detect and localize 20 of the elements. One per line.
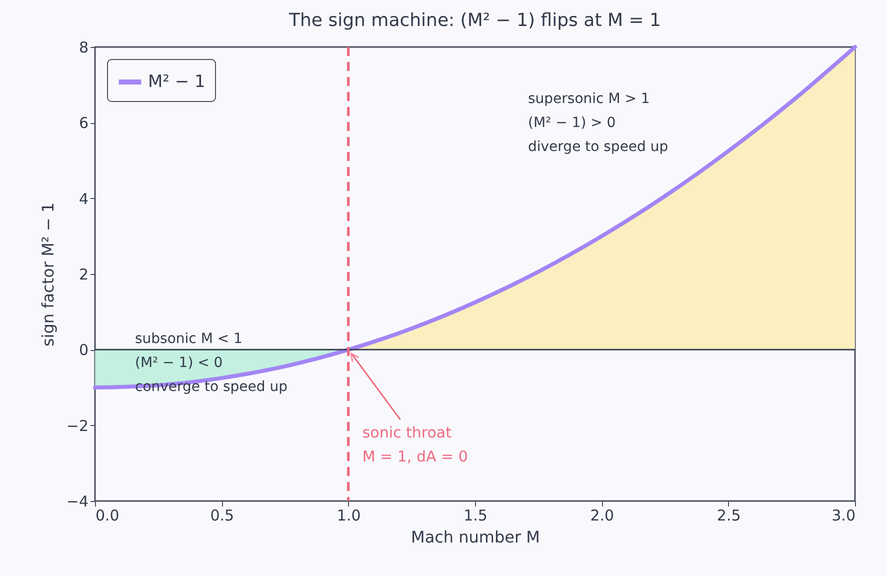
y-tick-label: −2 [66, 416, 88, 435]
annotation: sonic throat M = 1, dA = 0 [362, 424, 468, 466]
x-tick-label: 3.0 [832, 506, 856, 524]
x-tick-label: 1.0 [336, 506, 361, 524]
y-tick-label: −4 [66, 492, 88, 510]
x-tick-label: 2.5 [716, 506, 741, 524]
chart-title: The sign machine: (M² − 1) flips at M = 1 [288, 10, 661, 31]
x-tick-label: 1.5 [464, 506, 488, 524]
y-tick-label: 0 [78, 341, 88, 360]
x-tick-label: 0.0 [96, 506, 120, 524]
y-axis-title: sign factor M² − 1 [38, 202, 58, 347]
y-tick-label: 6 [78, 114, 88, 132]
y-tick-label: 2 [78, 266, 88, 284]
y-tick-label: 4 [78, 190, 88, 208]
y-tick-label: 8 [78, 38, 88, 56]
x-axis-title: Mach number M [411, 528, 540, 546]
annotation: supersonic M > 1 (M² − 1) > 0 diverge to speed up [528, 91, 668, 155]
x-tick-label: 0.5 [210, 506, 234, 524]
x-tick-label: 2.0 [590, 506, 614, 524]
legend-label: M² − 1 [148, 72, 206, 92]
